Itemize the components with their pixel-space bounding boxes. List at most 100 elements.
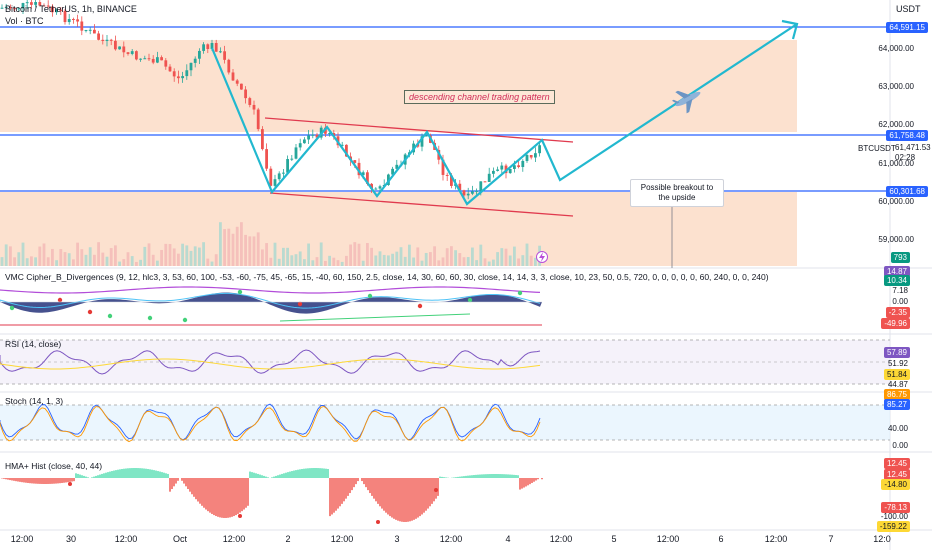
channel-top[interactable]	[264, 117, 574, 143]
candle-body	[0, 7, 4, 9]
candle-body	[311, 134, 315, 136]
vmc-dot	[517, 290, 523, 296]
time-tick: 7	[828, 534, 834, 544]
time-tick: 2	[285, 534, 291, 544]
candle-body	[445, 174, 449, 176]
last-price: 61,471.53	[895, 143, 931, 152]
level-lower-tag[interactable]: 60,301.68	[886, 186, 928, 197]
rsi-value: 51.92	[887, 359, 908, 368]
volume-bar	[416, 247, 420, 266]
candle-body	[345, 144, 348, 157]
channel-bottom[interactable]	[269, 192, 574, 217]
candle-body	[84, 30, 88, 32]
time-tick: 12:00	[764, 534, 788, 544]
candle-body	[244, 89, 247, 99]
candle-body	[46, 5, 50, 7]
volume-bar	[147, 243, 151, 266]
hma-value: 12.45	[883, 458, 910, 469]
time-tick: 12:00	[656, 534, 680, 544]
volume-bar	[420, 260, 424, 266]
volume-bar	[508, 255, 512, 266]
vmc-dot	[237, 289, 243, 295]
candle-body	[118, 46, 121, 50]
volume-bar	[206, 258, 210, 266]
vmc-dot	[297, 301, 303, 307]
volume-bar	[315, 257, 319, 266]
volume-bar	[479, 244, 483, 266]
breakout-note[interactable]: Possible breakout to the upside	[630, 179, 724, 207]
volume-bar	[399, 247, 403, 266]
candle-body	[231, 72, 235, 81]
candle-body	[227, 59, 231, 73]
volume-bar	[9, 246, 12, 266]
rsi-lines	[0, 349, 541, 375]
candle-body	[139, 58, 142, 60]
volume-bar	[475, 260, 478, 266]
volume-bar	[408, 244, 411, 266]
vmc-mfi-line	[0, 286, 541, 294]
volume-bar	[135, 261, 138, 266]
vmc-title[interactable]: VMC Cipher_B_Divergences (9, 12, hlc3, 3…	[5, 272, 769, 282]
volume-bar	[76, 242, 79, 266]
candle-body	[328, 133, 331, 135]
candle-body	[109, 39, 113, 41]
volume-bar	[361, 260, 365, 266]
volume-bar	[424, 252, 428, 266]
candle-body	[172, 71, 176, 77]
vmc-dot	[57, 297, 63, 303]
volume-bar	[25, 258, 29, 266]
volume-bar	[51, 248, 54, 266]
candle-body	[168, 66, 172, 72]
candle-body	[189, 62, 193, 71]
vmc-pane	[0, 286, 542, 323]
candle-body	[80, 21, 84, 31]
candle-body	[517, 165, 520, 168]
volume-bar	[256, 232, 260, 266]
candle-body	[101, 39, 105, 41]
volume-bar	[17, 252, 21, 266]
candle-body	[391, 168, 394, 175]
volume-bar	[286, 247, 289, 266]
candle-body	[21, 3, 25, 9]
arrow-head	[781, 19, 799, 40]
volume-bar	[181, 243, 184, 266]
level-upper-tag[interactable]: 61,758.48	[886, 130, 928, 141]
stoch-title[interactable]: Stoch (14, 1, 3)	[5, 396, 64, 406]
pattern-label[interactable]: descending channel trading pattern	[404, 90, 555, 104]
hma-title[interactable]: HMA+ Hist (close, 40, 44)	[5, 461, 103, 471]
volume-bar	[240, 222, 243, 266]
candle-body	[67, 18, 71, 23]
candle-body	[235, 80, 239, 84]
level-top-tag[interactable]: 64,591.15	[886, 22, 928, 33]
candle-body	[76, 19, 79, 22]
candle-body	[256, 109, 260, 130]
volume-bar	[466, 257, 470, 266]
volume-bar	[487, 261, 491, 266]
volume-legend[interactable]: Vol · BTC	[5, 16, 44, 26]
candle-body	[34, 2, 37, 5]
vmc-dot	[182, 317, 188, 323]
rsi-title[interactable]: RSI (14, close)	[5, 339, 62, 349]
vmc-wave	[0, 292, 542, 314]
volume-bar	[534, 257, 537, 266]
candle-body	[538, 145, 541, 154]
stoch-lines	[0, 403, 541, 443]
candle-body	[185, 70, 189, 77]
volume-bar	[122, 259, 126, 266]
volume-bar	[261, 249, 264, 266]
candle-body	[286, 159, 289, 173]
candle-body	[496, 169, 499, 171]
volume-bar	[395, 251, 399, 266]
volume-bar	[269, 257, 273, 266]
volume-bar	[324, 260, 327, 266]
zigzag-path[interactable]	[210, 23, 798, 206]
time-tick: 3	[394, 534, 400, 544]
candle-body	[206, 44, 210, 49]
volume-bar	[130, 256, 134, 266]
candle-body	[370, 183, 373, 189]
symbol-title[interactable]: Bitcoin / TetherUS, 1h, BINANCE	[5, 4, 137, 14]
time-tick: 12:0	[873, 534, 891, 544]
currency-label[interactable]: USDT	[896, 4, 921, 14]
volume-bar	[441, 257, 445, 266]
time-tick: 12:00	[114, 534, 138, 544]
